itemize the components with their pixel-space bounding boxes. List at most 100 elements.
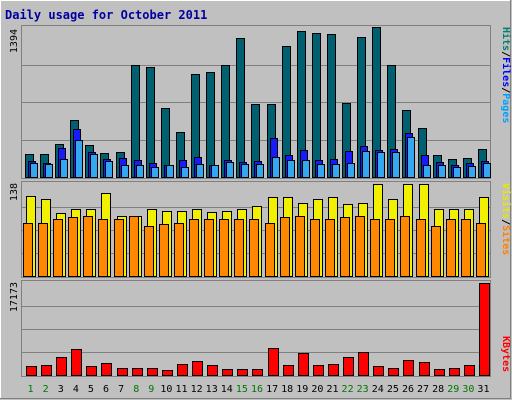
bar-sites-day-10 <box>159 224 169 277</box>
bar-kbytes-day-10 <box>162 370 173 376</box>
bar-sites-day-14 <box>219 219 229 277</box>
bar-kbytes-day-2 <box>41 365 52 376</box>
bar-kbytes-day-30 <box>464 365 475 376</box>
x-tick-label-20: 20 <box>311 384 323 395</box>
x-tick-label-12: 12 <box>191 384 203 395</box>
x-tick-label-15: 15 <box>236 384 248 395</box>
bar-pages-day-4 <box>75 140 83 178</box>
x-tick-label-22: 22 <box>342 384 354 395</box>
bar-sites-day-12 <box>189 219 199 277</box>
bar-pages-day-20 <box>317 164 325 178</box>
legend-entry-4: Pages <box>500 93 511 123</box>
bar-sites-day-4 <box>68 217 78 277</box>
bar-sites-day-27 <box>416 219 426 277</box>
bar-sites-day-20 <box>310 219 320 277</box>
bar-pages-day-25 <box>392 152 400 178</box>
legend-entry-2: Files <box>500 57 512 87</box>
bar-kbytes-day-11 <box>177 364 188 376</box>
x-tick-label-14: 14 <box>221 384 233 395</box>
bar-sites-day-8 <box>129 216 139 277</box>
bar-kbytes-day-1 <box>26 366 37 376</box>
legend-visits-sites: Visits/Sites <box>500 183 512 255</box>
bar-kbytes-day-27 <box>419 362 430 376</box>
bar-kbytes-day-28 <box>434 369 445 376</box>
bar-sites-day-15 <box>234 219 244 277</box>
x-tick-label-1: 1 <box>28 384 34 395</box>
bar-sites-day-17 <box>265 223 275 277</box>
bar-kbytes-day-19 <box>298 353 309 376</box>
bar-kbytes-day-29 <box>449 368 460 376</box>
bar-pages-day-28 <box>438 165 446 178</box>
bar-kbytes-day-24 <box>373 366 384 376</box>
x-tick-label-10: 10 <box>160 384 172 395</box>
legend-kbytes: KBytes <box>500 336 511 372</box>
bar-sites-day-24 <box>370 219 380 277</box>
bar-sites-day-11 <box>174 223 184 277</box>
x-tick-label-8: 8 <box>133 384 139 395</box>
bar-sites-day-2 <box>38 223 48 277</box>
bar-sites-day-18 <box>280 217 290 277</box>
bar-kbytes-day-12 <box>192 361 203 376</box>
bar-pages-day-3 <box>60 159 68 178</box>
bar-kbytes-day-6 <box>101 363 112 376</box>
bar-sites-day-6 <box>98 219 108 277</box>
bar-pages-day-6 <box>105 161 113 178</box>
bar-kbytes-day-25 <box>388 368 399 376</box>
x-tick-label-6: 6 <box>103 384 109 395</box>
bar-pages-day-17 <box>272 157 280 178</box>
bar-kbytes-day-15 <box>237 369 248 376</box>
x-tick-label-9: 9 <box>148 384 154 395</box>
bar-sites-day-22 <box>340 217 350 277</box>
x-tick-label-2: 2 <box>43 384 49 395</box>
bar-hits-day-9 <box>146 67 155 178</box>
bar-pages-day-30 <box>468 166 476 178</box>
bar-kbytes-day-26 <box>403 360 414 376</box>
bar-pages-day-29 <box>453 167 461 178</box>
x-tick-label-7: 7 <box>118 384 124 395</box>
bar-hits-day-20 <box>312 33 321 178</box>
bar-pages-day-19 <box>302 160 310 178</box>
legend-hits-files-pages: Hits/Files/Pages <box>500 27 512 123</box>
x-tick-label-30: 30 <box>462 384 474 395</box>
bar-sites-day-19 <box>295 216 305 277</box>
bar-kbytes-day-7 <box>117 368 128 376</box>
legend-entry-2: Sites <box>500 225 512 255</box>
bar-sites-day-3 <box>53 219 63 277</box>
bar-pages-day-16 <box>256 164 264 178</box>
x-tick-label-31: 31 <box>477 384 489 395</box>
x-tick-label-26: 26 <box>402 384 414 395</box>
bar-kbytes-day-16 <box>252 369 263 376</box>
bar-kbytes-day-9 <box>147 368 158 376</box>
bar-kbytes-day-8 <box>132 368 143 376</box>
bar-pages-day-24 <box>377 152 385 178</box>
bar-pages-day-14 <box>226 162 234 178</box>
bar-kbytes-day-5 <box>86 366 97 376</box>
bar-pages-day-18 <box>287 160 295 178</box>
bar-pages-day-23 <box>362 151 370 178</box>
bar-pages-day-21 <box>332 164 340 178</box>
bar-sites-day-26 <box>400 216 410 277</box>
bar-pages-day-1 <box>30 163 38 178</box>
bar-pages-day-27 <box>423 165 431 178</box>
bar-pages-day-9 <box>151 167 159 178</box>
legend-entry-0: Hits <box>500 27 512 51</box>
bar-sites-day-1 <box>23 223 33 277</box>
x-axis-day-labels: 1 2 3 4 5 6 7 8 9 10 11 12 13 14 15 16 17 18 19 20 21 22 23 24 2… <box>28 384 490 395</box>
bar-pages-day-7 <box>121 165 129 178</box>
x-tick-label-13: 13 <box>206 384 218 395</box>
bar-sites-day-13 <box>204 219 214 277</box>
bar-pages-day-12 <box>196 164 204 178</box>
x-tick-label-27: 27 <box>417 384 429 395</box>
x-tick-label-25: 25 <box>387 384 399 395</box>
bar-kbytes-day-21 <box>328 364 339 376</box>
x-tick-label-24: 24 <box>372 384 384 395</box>
bar-marks <box>23 27 491 376</box>
bar-sites-day-31 <box>476 223 486 277</box>
x-tick-label-17: 17 <box>266 384 278 395</box>
bar-kbytes-day-18 <box>283 365 294 376</box>
bar-kbytes-day-22 <box>343 357 354 376</box>
bar-sites-day-25 <box>385 219 395 277</box>
bar-sites-day-9 <box>144 226 154 277</box>
bar-pages-day-22 <box>347 163 355 178</box>
